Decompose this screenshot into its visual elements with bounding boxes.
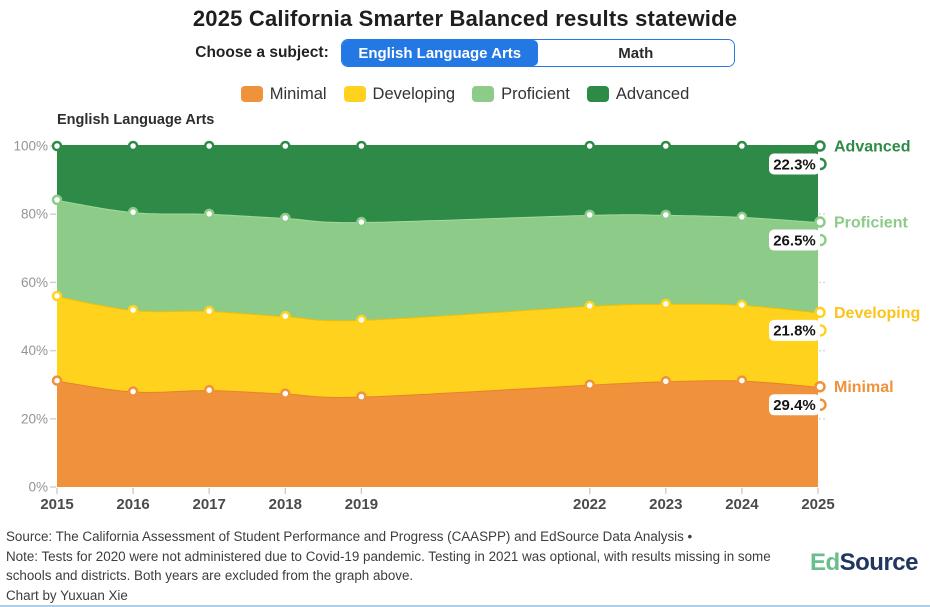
x-tick-label-2023: 2023 [649, 496, 682, 513]
chart-legend: Minimal Developing Proficient Advanced [0, 82, 930, 106]
stacked-area-chart: 0% 20% 40% 60% 80% 100% 2015 2016 2017 2018 2019 20… [13, 139, 920, 514]
legend-label: Minimal [269, 84, 327, 103]
marker-proficient-2023[interactable] [660, 209, 672, 221]
subject-toggle: English Language Arts Math [340, 39, 735, 67]
marker-minimal-2023[interactable] [660, 376, 672, 387]
marker-minimal-2025[interactable] [814, 380, 826, 393]
marker-proficient-2025[interactable] [814, 216, 826, 228]
legend-swatch-proficient [472, 86, 495, 102]
marker-developing-2024[interactable] [736, 299, 748, 311]
marker-proficient-2018[interactable] [280, 212, 291, 224]
series-end-label-advanced: Advanced [834, 139, 910, 156]
marker-minimal-2019[interactable] [356, 391, 367, 402]
marker-developing-2022[interactable] [584, 300, 595, 312]
marker-developing-2018[interactable] [280, 310, 291, 322]
area-minimal [57, 380, 818, 487]
marker-proficient-2024[interactable] [736, 211, 748, 223]
value-label-proficient: 26.5% [773, 232, 816, 249]
x-tick-label-2019: 2019 [345, 496, 378, 513]
chart-footer: Source: The California Assessment of Stu… [6, 527, 818, 605]
methodology-note: Note: Tests for 2020 were not administer… [6, 548, 771, 584]
marker-advanced-2015[interactable] [51, 140, 63, 152]
legend-item-proficient: Proficient [472, 85, 570, 104]
value-label-developing: 21.8% [773, 323, 816, 340]
value-pill-advanced [769, 153, 820, 175]
series-end-label-proficient: Proficient [834, 215, 908, 232]
marker-advanced-2022[interactable] [584, 140, 595, 152]
legend-label: Advanced [615, 84, 690, 103]
area-proficient [57, 199, 818, 321]
marker-advanced-2025[interactable] [814, 140, 826, 152]
page-title: 2025 California Smarter Balanced results… [192, 6, 738, 31]
marker-developing-2015[interactable] [51, 290, 63, 302]
edsource-logo: EdSource [809, 549, 919, 577]
marker-proficient-2015[interactable] [51, 194, 63, 206]
marker-minimal-2015[interactable] [51, 375, 63, 386]
value-label-minimal: 29.4% [773, 397, 816, 414]
chart-subtitle: English Language Arts [57, 112, 215, 128]
x-tick-label-2025: 2025 [801, 496, 834, 513]
marker-advanced-2016[interactable] [127, 140, 139, 152]
marker-developing-2019[interactable] [356, 314, 367, 326]
series-end-label-developing: Developing [834, 305, 920, 322]
marker-minimal-2016[interactable] [127, 386, 139, 397]
legend-swatch-developing [343, 86, 366, 102]
y-tick-label: 20% [21, 411, 48, 426]
y-tick-label: 40% [21, 343, 48, 358]
x-tick-label-2024: 2024 [725, 496, 759, 513]
series-end-label-minimal: Minimal [834, 379, 894, 396]
x-tick-label-2017: 2017 [193, 496, 226, 513]
subject-option-math[interactable]: Math [537, 40, 734, 66]
marker-advanced-2017[interactable] [203, 140, 215, 152]
value-label-advanced: 22.3% [773, 156, 816, 173]
marker-proficient-2019[interactable] [356, 216, 367, 228]
x-tick-label-2015: 2015 [40, 496, 73, 513]
subject-toggle-label: Choose a subject: [195, 44, 329, 61]
value-pill-proficient [769, 229, 820, 251]
y-tick-label: 100% [13, 139, 48, 154]
value-pill-minimal [769, 394, 820, 416]
subject-option-english-language-arts[interactable]: English Language Arts [341, 40, 538, 66]
y-tick-label: 60% [21, 275, 48, 290]
marker-proficient-2017[interactable] [203, 208, 215, 220]
legend-swatch-advanced [586, 86, 609, 102]
x-tick-label-2022: 2022 [573, 496, 606, 513]
marker-advanced-2019[interactable] [356, 140, 367, 152]
credit-line: Chart by Yuxuan Xie [6, 587, 128, 603]
edsource-logo-source: Source [839, 549, 919, 576]
marker-minimal-2018[interactable] [280, 388, 291, 399]
marker-developing-2017[interactable] [203, 305, 215, 317]
marker-minimal-2017[interactable] [203, 384, 215, 396]
marker-advanced-2024[interactable] [736, 140, 748, 152]
legend-label: Proficient [501, 84, 570, 103]
area-developing [57, 296, 818, 397]
legend-label: Developing [372, 84, 456, 103]
value-pill-developing [769, 319, 820, 341]
marker-minimal-2024[interactable] [736, 375, 748, 386]
marker-minimal-2022[interactable] [584, 379, 595, 390]
edsource-logo-ed: Ed [809, 549, 840, 576]
source-note: Source: The California Assessment of Stu… [6, 529, 693, 544]
marker-developing-2025[interactable] [814, 306, 826, 319]
subject-toggle-row: Choose a subject: English Language Arts … [0, 38, 930, 68]
legend-item-minimal: Minimal [240, 84, 327, 104]
bottom-divider [0, 605, 930, 607]
y-tick-label: 0% [28, 480, 48, 495]
marker-advanced-2023[interactable] [660, 140, 672, 152]
y-tick-label: 80% [21, 207, 48, 222]
legend-item-advanced: Advanced [586, 84, 690, 104]
marker-proficient-2016[interactable] [127, 206, 139, 218]
legend-swatch-minimal [240, 86, 263, 102]
marker-developing-2023[interactable] [660, 298, 672, 310]
area-advanced [57, 146, 818, 223]
marker-developing-2016[interactable] [127, 304, 139, 316]
x-tick-label-2018: 2018 [269, 496, 302, 513]
marker-proficient-2022[interactable] [584, 209, 595, 221]
legend-item-developing: Developing [343, 84, 456, 104]
marker-advanced-2018[interactable] [280, 140, 291, 152]
x-tick-label-2016: 2016 [116, 496, 149, 513]
